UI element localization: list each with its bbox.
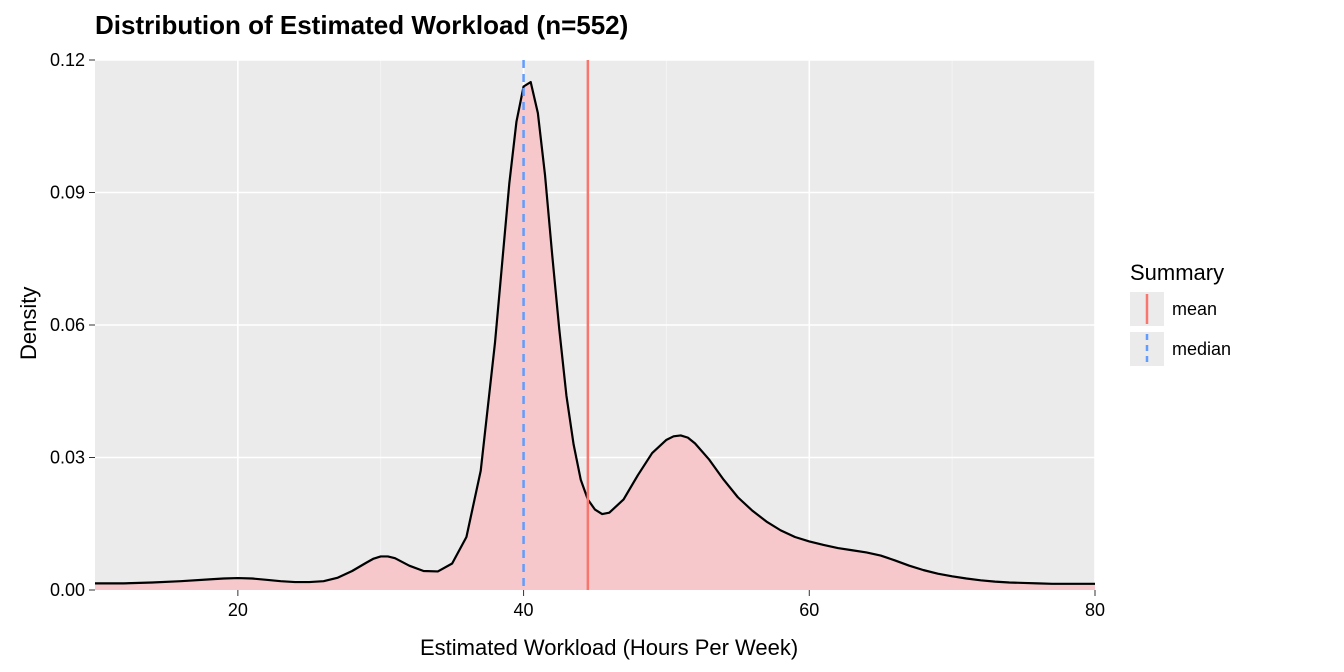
svg-text:0.03: 0.03	[50, 448, 85, 468]
legend-title: Summary	[1130, 260, 1231, 286]
legend-key-median	[1130, 332, 1164, 366]
legend-key-mean	[1130, 292, 1164, 326]
legend-item-mean: mean	[1130, 292, 1231, 326]
svg-text:20: 20	[228, 600, 248, 620]
legend-label-median: median	[1172, 339, 1231, 360]
legend-item-median: median	[1130, 332, 1231, 366]
x-axis-label: Estimated Workload (Hours Per Week)	[420, 635, 798, 661]
legend: Summary mean median	[1130, 260, 1231, 366]
svg-text:60: 60	[799, 600, 819, 620]
y-axis-label: Density	[16, 287, 42, 360]
chart-container: Distribution of Estimated Workload (n=55…	[0, 0, 1344, 672]
svg-text:40: 40	[514, 600, 534, 620]
svg-text:80: 80	[1085, 600, 1105, 620]
svg-text:0.06: 0.06	[50, 315, 85, 335]
chart-title: Distribution of Estimated Workload (n=55…	[95, 10, 628, 41]
svg-text:0.00: 0.00	[50, 580, 85, 600]
svg-text:0.09: 0.09	[50, 183, 85, 203]
svg-text:0.12: 0.12	[50, 50, 85, 70]
legend-label-mean: mean	[1172, 299, 1217, 320]
